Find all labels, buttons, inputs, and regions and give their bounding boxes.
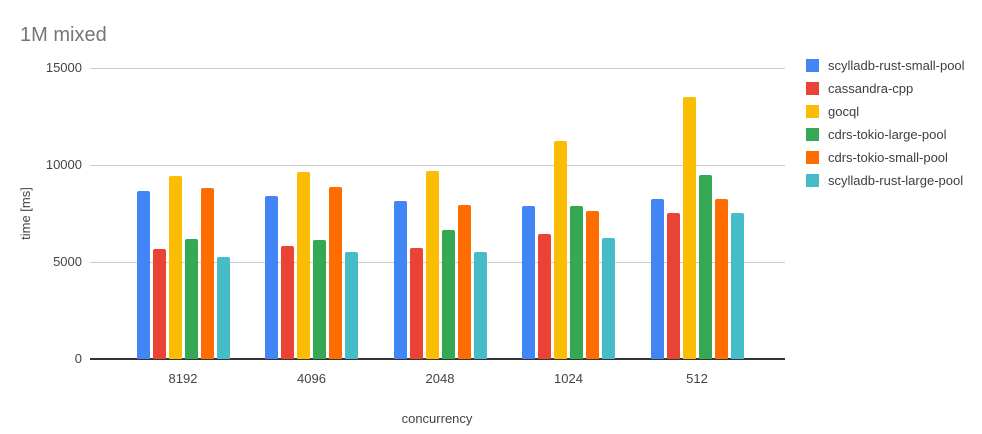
x-axis-baseline — [90, 358, 785, 360]
chart-title: 1M mixed — [20, 24, 107, 46]
bar-cassandra-cpp-8192[interactable] — [152, 249, 166, 359]
bar-cassandra-cpp-512[interactable] — [666, 213, 680, 359]
plot-area — [90, 68, 785, 360]
legend-item-scylladb-rust-large-pool[interactable]: scylladb-rust-large-pool — [806, 169, 965, 192]
x-tick-label-512: 512 — [686, 371, 708, 386]
bar-gocql-4096[interactable] — [297, 172, 310, 359]
bar-cdrs-tokio-large-pool-1024[interactable] — [570, 206, 583, 359]
y-tick-label: 10000 — [45, 157, 82, 172]
legend-swatch-icon — [806, 105, 819, 118]
legend-item-gocql[interactable]: gocql — [806, 100, 965, 123]
legend-label: scylladb-rust-small-pool — [828, 58, 965, 73]
bar-scylladb-rust-large-pool-512[interactable] — [730, 213, 744, 359]
y-tick-label: 0 — [74, 351, 82, 366]
bar-cassandra-cpp-4096[interactable] — [281, 246, 294, 359]
bar-scylladb-rust-large-pool-8192[interactable] — [216, 257, 230, 359]
legend-swatch-icon — [806, 128, 819, 141]
bar-cdrs-tokio-large-pool-2048[interactable] — [441, 230, 455, 359]
legend-swatch-icon — [806, 59, 819, 72]
bar-group-4096 — [265, 68, 358, 359]
bar-cdrs-tokio-small-pool-8192[interactable] — [200, 188, 214, 359]
x-tick-label-1024: 1024 — [554, 371, 583, 386]
legend: scylladb-rust-small-pool cassandra-cpp goc… — [806, 54, 965, 192]
bar-cdrs-tokio-small-pool-1024[interactable] — [586, 211, 599, 359]
bar-scylladb-rust-small-pool-2048[interactable] — [393, 201, 407, 359]
bar-group-2048 — [393, 68, 487, 359]
bar-scylladb-rust-small-pool-512[interactable] — [650, 199, 664, 359]
bar-scylladb-rust-small-pool-8192[interactable] — [136, 191, 150, 359]
gridline — [90, 165, 785, 166]
legend-swatch-icon — [806, 82, 819, 95]
bar-scylladb-rust-small-pool-4096[interactable] — [265, 196, 278, 359]
bar-scylladb-rust-small-pool-1024[interactable] — [522, 206, 535, 359]
legend-label: cassandra-cpp — [828, 81, 914, 96]
legend-label: gocql — [828, 104, 860, 119]
bar-group-8192 — [136, 68, 230, 359]
bar-cdrs-tokio-small-pool-512[interactable] — [714, 199, 728, 359]
bar-scylladb-rust-large-pool-1024[interactable] — [602, 238, 615, 359]
bar-gocql-512[interactable] — [682, 97, 696, 359]
bar-cassandra-cpp-1024[interactable] — [538, 234, 551, 359]
bar-cdrs-tokio-large-pool-4096[interactable] — [313, 240, 326, 359]
x-tick-label-2048: 2048 — [425, 371, 455, 386]
legend-item-cassandra-cpp[interactable]: cassandra-cpp — [806, 77, 965, 100]
bar-group-1024 — [522, 68, 615, 359]
legend-swatch-icon — [806, 151, 819, 164]
bar-group-512 — [650, 68, 744, 359]
bar-cassandra-cpp-2048[interactable] — [409, 248, 423, 359]
legend-label: cdrs-tokio-large-pool — [828, 127, 947, 142]
y-tick-label: 5000 — [53, 254, 82, 269]
legend-label: scylladb-rust-large-pool — [828, 173, 964, 188]
y-axis-title-text: time [ms] — [17, 187, 33, 240]
bar-scylladb-rust-large-pool-2048[interactable] — [473, 252, 487, 359]
y-tick-label: 15000 — [45, 60, 82, 75]
legend-swatch-icon — [806, 174, 819, 187]
legend-item-cdrs-tokio-small-pool[interactable]: cdrs-tokio-small-pool — [806, 146, 965, 169]
bar-gocql-1024[interactable] — [554, 141, 567, 359]
bar-scylladb-rust-large-pool-4096[interactable] — [345, 252, 358, 359]
gridline — [90, 68, 785, 69]
bar-cdrs-tokio-large-pool-8192[interactable] — [184, 239, 198, 359]
bar-gocql-8192[interactable] — [168, 176, 182, 359]
bar-cdrs-tokio-small-pool-2048[interactable] — [457, 205, 471, 359]
legend-item-scylladb-rust-small-pool[interactable]: scylladb-rust-small-pool — [806, 54, 965, 77]
bar-cdrs-tokio-small-pool-4096[interactable] — [329, 187, 342, 359]
legend-item-cdrs-tokio-large-pool[interactable]: cdrs-tokio-large-pool — [806, 123, 965, 146]
x-tick-label-8192: 8192 — [168, 371, 198, 386]
legend-label: cdrs-tokio-small-pool — [828, 150, 948, 165]
bar-gocql-2048[interactable] — [425, 171, 439, 359]
x-tick-label-4096: 4096 — [297, 371, 326, 386]
bar-cdrs-tokio-large-pool-512[interactable] — [698, 175, 712, 359]
x-axis-title: concurrency — [401, 411, 473, 426]
y-axis-title: time [ms] — [16, 68, 34, 359]
